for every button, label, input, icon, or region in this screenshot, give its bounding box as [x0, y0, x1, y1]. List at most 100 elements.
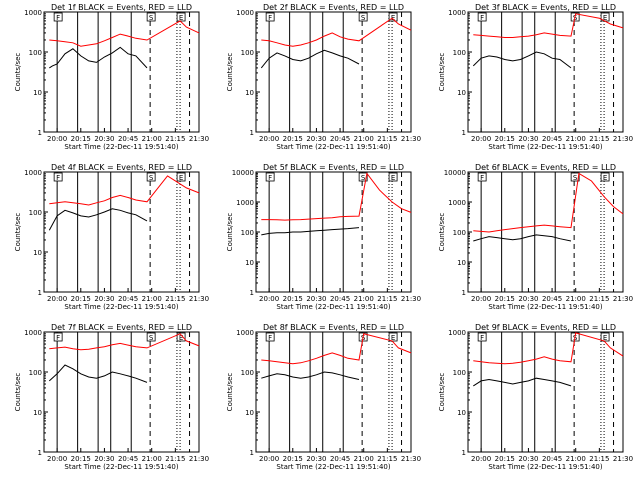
x-tick-label: 20:00 — [471, 295, 491, 303]
y-tick-label: 1000 — [24, 329, 42, 337]
y-tick-label: 100 — [453, 369, 466, 377]
marker-label: E — [179, 334, 183, 342]
marker-box — [600, 172, 610, 182]
chart-title: Det 9f BLACK = Events, RED = LLD — [475, 323, 616, 332]
plot-frame — [43, 171, 200, 293]
x-tick-label: 20:30 — [94, 135, 114, 143]
x-axis-label: Start Time (22-Dec-11 19:51:40) — [64, 143, 178, 151]
y-tick-label: 100 — [241, 49, 254, 57]
y-axis-label: Counts/sec — [438, 53, 446, 92]
x-tick-label: 20:00 — [47, 135, 67, 143]
y-tick-label: 100 — [453, 49, 466, 57]
marker-box — [176, 332, 186, 342]
marker-label: S — [573, 334, 578, 342]
y-axis-label: Counts/sec — [438, 213, 446, 252]
chart-panel: Det 2f BLACK = Events, RED = LLD F S E 1 10 10… — [226, 3, 421, 151]
x-tick-label: 21:00 — [354, 455, 374, 463]
x-tick-label: 21:30 — [401, 455, 421, 463]
marker-label: S — [573, 174, 578, 182]
chart-title: Det 2f BLACK = Events, RED = LLD — [263, 3, 404, 12]
marker-box — [53, 12, 63, 22]
y-tick-label: 100 — [29, 209, 42, 217]
x-tick-label: 20:15 — [283, 455, 303, 463]
x-tick-label: 20:45 — [118, 455, 138, 463]
x-tick-label: 20:00 — [259, 135, 279, 143]
lld-series-line — [473, 332, 624, 365]
x-tick-label: 20:15 — [495, 135, 515, 143]
y-tick-label: 1000 — [448, 9, 466, 17]
y-tick-label: 10 — [33, 409, 42, 417]
marker-box — [176, 12, 186, 22]
x-tick-label: 20:45 — [542, 455, 562, 463]
y-axis-label: Counts/sec — [14, 53, 22, 92]
x-axis-label: Start Time (22-Dec-11 19:51:40) — [64, 303, 178, 311]
lld-series-line — [49, 175, 200, 206]
x-axis-label: Start Time (22-Dec-11 19:51:40) — [488, 463, 602, 471]
x-tick-label: 20:30 — [94, 295, 114, 303]
y-tick-label: 10 — [457, 409, 466, 417]
marker-box — [388, 172, 398, 182]
x-tick-label: 21:00 — [566, 455, 586, 463]
x-tick-label: 21:30 — [401, 135, 421, 143]
chart-panel: Det 9f BLACK = Events, RED = LLD F S E 1 10 10… — [438, 323, 633, 471]
marker-box — [146, 172, 156, 182]
x-tick-label: 20:00 — [47, 295, 67, 303]
marker-label: S — [149, 174, 154, 182]
y-axis-label: Counts/sec — [14, 373, 22, 412]
y-tick-label: 100 — [241, 229, 254, 237]
x-tick-label: 20:00 — [47, 455, 67, 463]
chart-title: Det 5f BLACK = Events, RED = LLD — [263, 163, 404, 172]
x-tick-label: 20:30 — [94, 455, 114, 463]
chart-panel: Det 3f BLACK = Events, RED = LLD F S E 1 10 10… — [438, 3, 633, 151]
x-axis-label: Start Time (22-Dec-11 19:51:40) — [276, 463, 390, 471]
marker-label: F — [480, 14, 484, 22]
lld-series-line — [49, 333, 200, 351]
chart-title: Det 6f BLACK = Events, RED = LLD — [475, 163, 616, 172]
y-tick-label: 1 — [250, 129, 254, 137]
plot-frame — [255, 171, 412, 293]
marker-label: E — [391, 14, 395, 22]
x-tick-label: 21:30 — [401, 295, 421, 303]
y-tick-label: 1000 — [24, 9, 42, 17]
x-tick-label: 21:30 — [189, 135, 209, 143]
y-tick-label: 10 — [245, 89, 254, 97]
lld-series-line — [49, 20, 200, 47]
x-tick-label: 20:15 — [495, 455, 515, 463]
x-tick-label: 20:15 — [283, 295, 303, 303]
marker-label: E — [603, 14, 607, 22]
events-series-line — [48, 208, 148, 231]
marker-box — [146, 332, 156, 342]
plot-frame — [467, 11, 624, 133]
lld-series-line — [473, 172, 624, 233]
marker-box — [600, 332, 610, 342]
y-axis-label: Counts/sec — [226, 373, 234, 412]
marker-box — [265, 332, 275, 342]
x-tick-label: 21:30 — [613, 455, 633, 463]
x-tick-label: 21:00 — [566, 135, 586, 143]
x-tick-label: 20:00 — [471, 455, 491, 463]
marker-label: F — [480, 334, 484, 342]
marker-box — [53, 332, 63, 342]
marker-label: S — [361, 14, 366, 22]
plot-frame — [43, 11, 200, 133]
x-tick-label: 21:15 — [377, 295, 397, 303]
x-tick-label: 20:30 — [306, 135, 326, 143]
y-tick-label: 100 — [453, 229, 466, 237]
x-tick-label: 21:30 — [189, 455, 209, 463]
x-tick-label: 21:00 — [142, 455, 162, 463]
x-tick-label: 20:30 — [518, 295, 538, 303]
y-tick-label: 1000 — [236, 329, 254, 337]
chart-panel: Det 4f BLACK = Events, RED = LLD F S E 1 10 10… — [14, 163, 209, 311]
plot-frame — [255, 11, 412, 133]
chart-panel: Det 1f BLACK = Events, RED = LLD F S E 1 10 10… — [14, 3, 209, 151]
events-series-line — [261, 227, 360, 236]
x-tick-label: 20:45 — [542, 135, 562, 143]
plot-frame — [255, 331, 412, 453]
marker-label: E — [179, 174, 183, 182]
y-tick-label: 1000 — [448, 199, 466, 207]
marker-label: F — [56, 334, 60, 342]
marker-label: F — [268, 14, 272, 22]
marker-box — [477, 332, 487, 342]
lld-series-line — [261, 17, 412, 47]
y-tick-label: 1000 — [24, 169, 42, 177]
